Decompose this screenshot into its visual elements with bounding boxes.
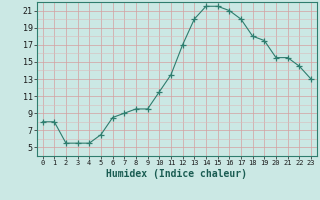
X-axis label: Humidex (Indice chaleur): Humidex (Indice chaleur) xyxy=(106,169,247,179)
